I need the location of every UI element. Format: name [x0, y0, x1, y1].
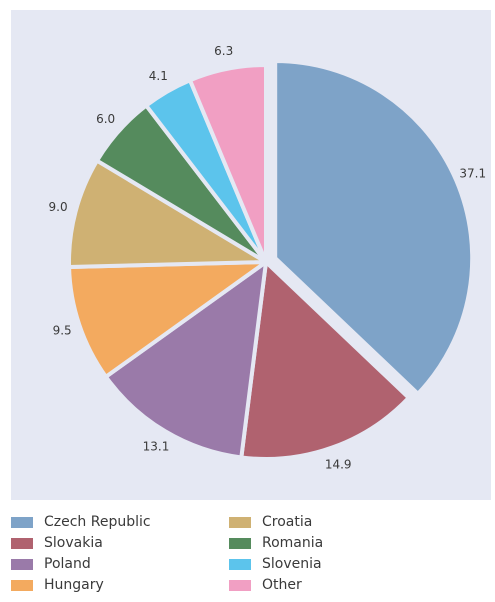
legend-swatch: [229, 516, 251, 528]
legend-swatch: [11, 516, 33, 528]
data-label-croatia: 9.0: [49, 200, 68, 214]
legend-item-other: Other: [229, 575, 302, 595]
pie-slice-croatia: [67, 158, 268, 269]
legend-item-croatia: Croatia: [229, 512, 312, 532]
data-label-hungary: 9.5: [53, 323, 72, 337]
legend-swatch: [11, 558, 33, 570]
data-label-slovenia: 4.1: [149, 69, 168, 83]
chart-panel: 37.1 14.9 13.1 9.5 9.0 6.0 4.1 6.3: [11, 10, 491, 500]
data-label-romania: 6.0: [96, 112, 115, 126]
pie-slice-hungary: [67, 260, 268, 379]
legend-label: Romania: [262, 535, 324, 551]
pie-slice-poland: [103, 260, 268, 460]
legend-swatch: [11, 537, 33, 549]
legend-swatch: [229, 537, 251, 549]
data-label-slovakia: 14.9: [325, 458, 352, 472]
legend-label: Czech Republic: [44, 514, 151, 530]
legend-label: Slovakia: [44, 535, 103, 551]
legend-item-czech-republic: Czech Republic: [11, 512, 151, 532]
pie-slice-czech-republic: [273, 59, 475, 396]
legend-label: Slovenia: [262, 556, 322, 572]
legend-swatch: [229, 579, 251, 591]
legend-swatch: [11, 579, 33, 591]
legend: Czech Republic Slovakia Poland Hungary Croat…: [11, 512, 491, 600]
legend-label: Croatia: [262, 514, 313, 530]
legend-item-slovakia: Slovakia: [11, 533, 103, 553]
legend-label: Hungary: [44, 577, 104, 593]
legend-item-poland: Poland: [11, 554, 91, 574]
data-label-czech-republic: 37.1: [459, 166, 486, 180]
legend-item-hungary: Hungary: [11, 575, 104, 595]
data-label-other: 6.3: [214, 44, 233, 58]
legend-label: Poland: [44, 556, 91, 572]
legend-item-romania: Romania: [229, 533, 323, 553]
pie-slice-slovakia: [239, 260, 411, 461]
legend-label: Other: [262, 577, 302, 593]
pie-slice-other: [188, 63, 268, 264]
legend-item-slovenia: Slovenia: [229, 554, 322, 574]
legend-swatch: [229, 558, 251, 570]
pie-chart: 37.1 14.9 13.1 9.5 9.0 6.0 4.1 6.3: [49, 44, 487, 472]
data-label-poland: 13.1: [143, 440, 170, 454]
